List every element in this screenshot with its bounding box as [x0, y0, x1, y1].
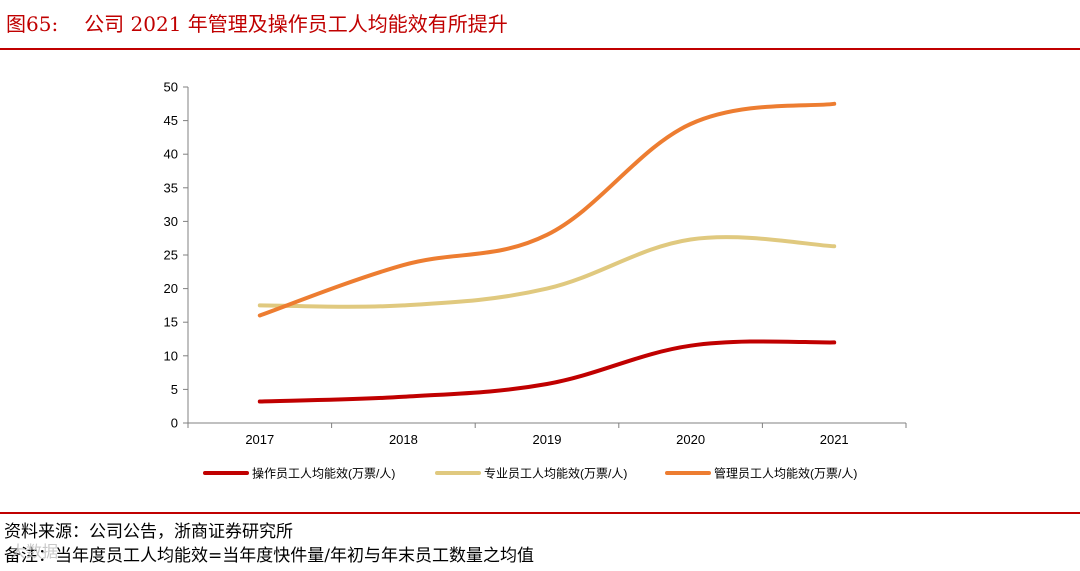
y-tick-label: 20	[164, 281, 178, 296]
y-tick-label: 30	[164, 214, 178, 229]
chart-series	[257, 101, 837, 404]
y-tick-label: 45	[164, 113, 178, 128]
x-tick-label: 2020	[676, 432, 705, 447]
legend-label-3: 管理员工人均能效(万票/人)	[714, 466, 857, 481]
chart-legend: 操作员工人均能效(万票/人) 专业员工人均能效(万票/人) 管理员工人均能效(万票/…	[203, 466, 857, 481]
x-tick-label: 2018	[389, 432, 418, 447]
x-tick-label: 2021	[820, 432, 849, 447]
bottom-divider	[0, 512, 1080, 514]
y-tick-label: 0	[171, 416, 178, 431]
top-divider	[0, 48, 1080, 50]
figure-title: 图65: 公司 2021 年管理及操作员工人均能效有所提升	[6, 8, 508, 37]
y-tick-label: 40	[164, 147, 178, 162]
legend-label-1: 操作员工人均能效(万票/人)	[252, 466, 395, 481]
y-tick-label: 35	[164, 180, 178, 195]
y-tick-label: 5	[171, 382, 178, 397]
figure-number: 图65:	[6, 12, 59, 36]
line-chart: 0 5 10 15 20 25 30 35 40 45 50 2017 2018 2019 2020 2021…	[164, 80, 907, 481]
y-tick-label: 15	[164, 315, 178, 330]
series-line-1	[257, 339, 837, 404]
figure-title-text: 公司 2021 年管理及操作员工人均能效有所提升	[84, 12, 508, 36]
x-tick-label: 2019	[533, 432, 562, 447]
series-line-3	[257, 101, 837, 318]
source-note: 资料来源：公司公告，浙商证券研究所	[4, 522, 293, 542]
y-tick-label: 50	[164, 80, 178, 95]
watermark: 大数据	[10, 542, 59, 561]
legend-label-2: 专业员工人均能效(万票/人)	[484, 466, 627, 481]
x-tick-label: 2017	[245, 432, 274, 447]
y-tick-label: 25	[164, 248, 178, 263]
remark-note: 备注：当年度员工人均能效=当年度快件量/年初与年末员工数量之均值	[4, 546, 534, 566]
chart-axes: 0 5 10 15 20 25 30 35 40 45 50 2017 2018 2019 2020 2021	[164, 80, 907, 447]
series-line-2	[257, 235, 837, 309]
y-tick-label: 10	[164, 348, 178, 363]
